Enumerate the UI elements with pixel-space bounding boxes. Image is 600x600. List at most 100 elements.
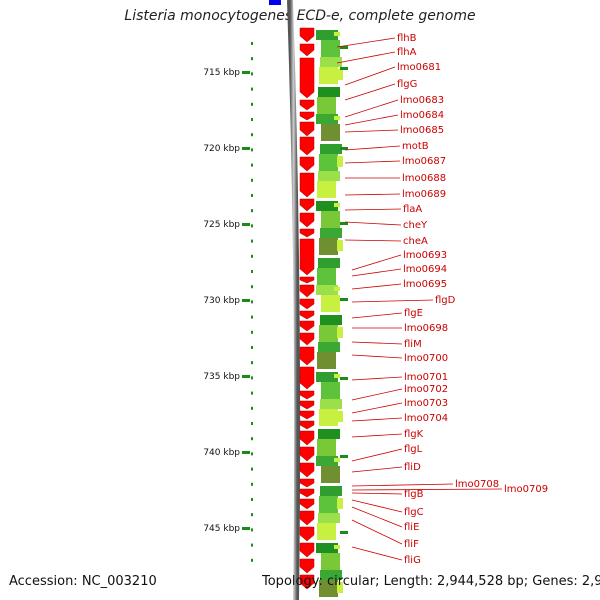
gene-label-lmo0694: lmo0694	[403, 264, 447, 275]
gene-arrow	[299, 310, 315, 320]
minor-tick	[251, 528, 253, 532]
gc-segment	[321, 295, 340, 312]
leader-line	[351, 483, 454, 487]
gc-segment	[316, 30, 338, 40]
gc-segment	[317, 523, 336, 540]
gc-segment	[316, 285, 338, 295]
gc-segment	[320, 57, 342, 67]
gene-label-chea: cheA	[403, 236, 428, 247]
gene-arrow	[299, 498, 315, 510]
leader-line	[351, 506, 403, 528]
leader-line	[336, 51, 396, 64]
gene-label-lmo0700: lmo0700	[404, 353, 448, 364]
gene-arrow	[299, 400, 315, 410]
gc-segment	[316, 456, 338, 466]
gene-label-flaa: flaA	[403, 204, 422, 215]
gc-segment	[319, 238, 338, 255]
gene-arrow	[299, 198, 315, 212]
gene-arrow	[299, 156, 315, 172]
gene-arrow	[299, 462, 315, 478]
minor-tick	[251, 467, 253, 471]
gene-label-lmo0689: lmo0689	[402, 189, 446, 200]
kbp-tick-label: 725 kbp	[203, 220, 240, 230]
gc-segment	[317, 439, 336, 456]
leader-line	[351, 466, 403, 473]
gene-arrow	[299, 298, 315, 310]
gc-highlight	[337, 156, 343, 167]
gene-label-flgl: flgL	[404, 444, 423, 455]
gc-segment	[317, 97, 336, 114]
leader-line	[351, 499, 403, 513]
gc-segment	[319, 67, 338, 84]
gc-highlight	[334, 32, 340, 36]
gc-segment	[319, 154, 338, 171]
major-tick	[242, 527, 250, 530]
gene-arrow	[299, 542, 315, 558]
gc-highlight	[337, 411, 343, 422]
gc-segment	[316, 543, 338, 553]
accession-text: Accession: NC_003210	[9, 574, 157, 589]
gene-label-flge: flgE	[404, 308, 423, 319]
gc-segment	[316, 114, 338, 124]
track-marker	[340, 46, 348, 49]
gc-segment	[318, 171, 340, 181]
gc-highlight	[334, 545, 340, 549]
gene-label-lmo0698: lmo0698	[404, 323, 448, 334]
gene-arrow	[299, 574, 315, 590]
gene-arrow	[299, 111, 315, 121]
gene-arrow	[299, 366, 315, 390]
minor-tick	[251, 209, 253, 213]
minor-tick	[251, 315, 253, 319]
leader-line	[351, 299, 434, 303]
leader-line	[344, 66, 396, 86]
gene-arrow	[299, 478, 315, 488]
minor-tick	[251, 224, 253, 228]
gene-arrow	[299, 446, 315, 462]
position-marker	[269, 0, 281, 5]
gene-label-flha: flhA	[397, 47, 417, 58]
gene-arrow	[299, 276, 315, 284]
leader-line	[351, 388, 403, 401]
gc-segment	[321, 382, 340, 399]
minor-tick	[251, 300, 253, 304]
gc-segment	[320, 144, 342, 154]
gc-highlight	[337, 240, 343, 251]
gene-label-lmo0702: lmo0702	[404, 384, 448, 395]
gc-segment	[319, 496, 338, 513]
leader-line	[351, 417, 403, 422]
leader-line	[344, 114, 399, 126]
gene-label-lmo0709: lmo0709	[504, 484, 548, 495]
major-tick	[242, 147, 250, 150]
gene-arrow	[299, 488, 315, 498]
leader-line	[344, 160, 401, 164]
kbp-tick-label: 720 kbp	[203, 144, 240, 154]
gene-labels: flhB flhA lmo0681 flgG lmo0683 lmo0684 lmo0685…	[336, 33, 548, 566]
gene-label-lmo0703: lmo0703	[404, 398, 448, 409]
gc-segment	[321, 466, 340, 483]
kbp-ruler: 715 kbp 720 kbp 725 kbp 730 kbp 735 kbp 740 k…	[203, 42, 253, 562]
minor-tick	[251, 178, 253, 182]
gene-label-lmo0693: lmo0693	[403, 250, 447, 261]
minor-tick	[251, 513, 253, 517]
gc-highlight	[334, 116, 340, 120]
gene-label-flid: fliD	[404, 462, 421, 473]
gene-arrow	[299, 332, 315, 346]
gc-highlight	[334, 458, 340, 462]
gene-label-lmo0701: lmo0701	[404, 372, 448, 383]
gene-label-lmo0688: lmo0688	[402, 173, 446, 184]
minor-tick	[251, 163, 253, 167]
minor-tick	[251, 376, 253, 380]
minor-tick	[251, 482, 253, 486]
gc-segment	[321, 124, 340, 141]
gc-segment	[318, 513, 340, 523]
gene-arrow	[299, 420, 315, 430]
minor-tick	[251, 452, 253, 456]
gc-segment	[317, 181, 336, 198]
track-marker	[340, 455, 348, 458]
gc-segment	[318, 258, 340, 268]
minor-tick	[251, 42, 253, 45]
kbp-tick-label: 740 kbp	[203, 448, 240, 458]
track-marker	[340, 298, 348, 301]
major-tick	[242, 451, 250, 454]
gc-segment	[319, 325, 338, 342]
